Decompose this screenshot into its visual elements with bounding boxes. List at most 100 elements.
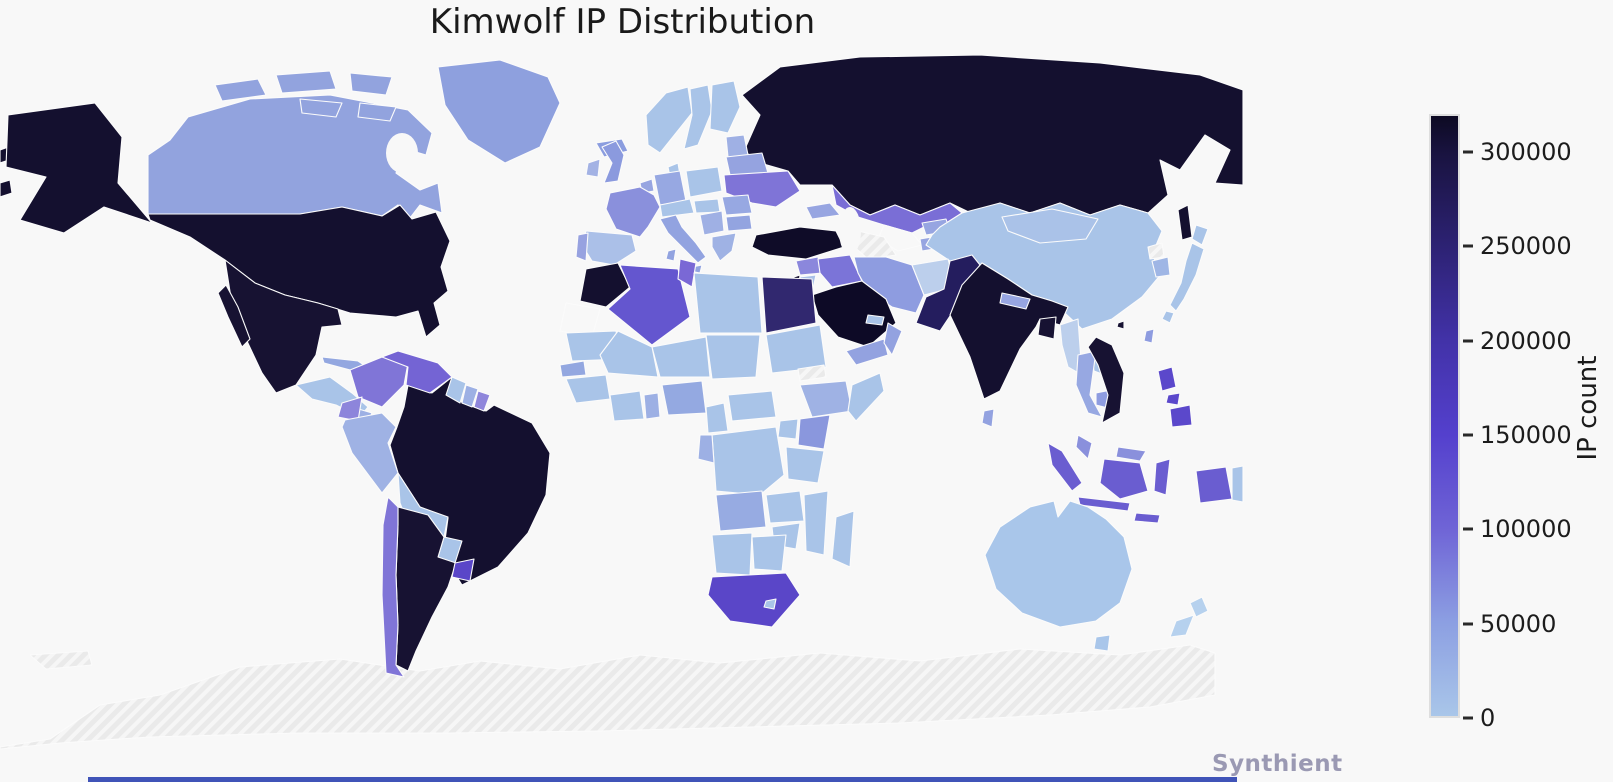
country-vietnam — [1087, 336, 1125, 424]
country-turkey — [751, 226, 845, 260]
country-eritrea — [797, 364, 827, 382]
country-saudi-arabia — [811, 280, 897, 348]
country-namibia — [711, 532, 753, 576]
country-kenya — [797, 414, 831, 450]
country-italy — [665, 248, 677, 262]
chart-title: Kimwolf IP Distribution — [429, 2, 816, 42]
country-south-korea — [1151, 256, 1171, 278]
country-madagascar — [831, 510, 855, 568]
colorbar-tick-label: 250000 — [1480, 232, 1572, 261]
country-bulgaria — [725, 214, 753, 232]
colorbar — [1429, 114, 1460, 718]
colorbar-tick-dash — [1463, 244, 1473, 248]
country-mongolia — [1001, 208, 1099, 244]
colorbar-tick-dash — [1463, 527, 1473, 531]
country-new-zealand — [1169, 614, 1195, 638]
country-pakistan — [915, 254, 981, 332]
country-tunisia — [677, 258, 697, 288]
country-taiwan — [1143, 328, 1155, 344]
country-indonesia — [1195, 466, 1233, 504]
country-norway — [645, 86, 693, 154]
country-lithuania — [725, 134, 749, 158]
country-tanzania — [785, 446, 825, 484]
country-somalia — [847, 372, 885, 422]
country-united-kingdom — [601, 140, 625, 184]
country-french-guiana — [473, 390, 491, 412]
country-greenland — [437, 59, 561, 164]
caspian-sea-water — [839, 207, 861, 255]
country-australia — [1093, 634, 1111, 652]
country-libya — [693, 272, 763, 334]
country-chile — [381, 496, 405, 678]
country-canada — [357, 102, 397, 122]
country-russia — [741, 55, 1244, 216]
country-czechia — [659, 198, 695, 218]
country-united-arab-emirates — [865, 314, 885, 326]
country-hungary — [693, 198, 721, 214]
country-spain — [581, 230, 637, 266]
country-mali — [599, 330, 659, 378]
country-ethiopia — [799, 380, 853, 418]
country-belarus — [725, 152, 769, 176]
country-republic-of-the-congo — [697, 434, 715, 464]
country-uganda — [777, 418, 799, 440]
country-guyana — [445, 376, 467, 404]
country-cameroon — [705, 402, 729, 434]
watermark: Synthient — [1212, 751, 1343, 777]
country-portugal — [575, 232, 589, 262]
colorbar-tick-dash — [1463, 150, 1473, 154]
country-morocco — [579, 262, 631, 308]
country-chad — [705, 334, 761, 380]
country-nepal — [999, 292, 1031, 310]
country-italy — [659, 214, 707, 264]
country-senegal — [559, 360, 587, 378]
colorbar-tick-dash — [1463, 433, 1473, 437]
country-yemen — [845, 338, 889, 366]
country-myanmar — [1059, 318, 1083, 376]
country-ivory-coast — [609, 390, 645, 422]
country-ghana — [643, 392, 661, 420]
colorbar-axis-label: IP count — [1573, 355, 1603, 461]
country-oman — [883, 322, 903, 356]
country-sri-lanka — [981, 408, 995, 428]
country-romania — [721, 194, 753, 216]
country-ireland — [585, 158, 601, 178]
colorbar-tick-label: 200000 — [1480, 326, 1572, 355]
country-malaysia — [1075, 434, 1093, 460]
country-indonesia — [1077, 496, 1131, 512]
country-japan — [1169, 242, 1205, 312]
country-lesotho — [763, 598, 777, 610]
colorbar-tick-dash — [1463, 622, 1473, 626]
country-philippines — [1165, 392, 1181, 406]
colorbar-tick-dash — [1463, 716, 1473, 720]
country-indonesia — [1133, 512, 1161, 524]
country-botswana — [751, 534, 787, 572]
country-sudan — [765, 324, 827, 374]
country-australia — [984, 500, 1133, 628]
country-malaysia — [1115, 446, 1147, 462]
country-canada — [214, 78, 267, 102]
country-guinea — [565, 374, 611, 404]
country-peru — [341, 412, 399, 494]
country-central-african-republic — [727, 390, 777, 422]
country-dr-congo — [711, 426, 785, 496]
country-antarctica — [29, 650, 93, 670]
country-indonesia — [1153, 458, 1171, 496]
country-algeria — [607, 264, 691, 346]
country-greece — [711, 232, 737, 262]
country-papua-new-guinea — [1231, 465, 1244, 503]
country-mozambique — [803, 490, 829, 556]
country-bangladesh — [1037, 316, 1057, 340]
country-zambia — [765, 490, 805, 524]
country-poland — [685, 166, 723, 198]
country-finland — [709, 80, 741, 134]
colorbar-ticks: 0 50000 100000 150000 200000 250000 300000 — [1460, 114, 1610, 732]
country-north-korea — [1147, 242, 1165, 260]
country-philippines — [1157, 366, 1177, 392]
country-canada — [275, 70, 337, 94]
country-indonesia — [1047, 442, 1083, 492]
colorbar-tick-label: 150000 — [1480, 420, 1572, 449]
country-new-zealand — [1189, 596, 1209, 618]
country-germany — [653, 170, 687, 206]
hudson-bay-water — [386, 133, 418, 173]
